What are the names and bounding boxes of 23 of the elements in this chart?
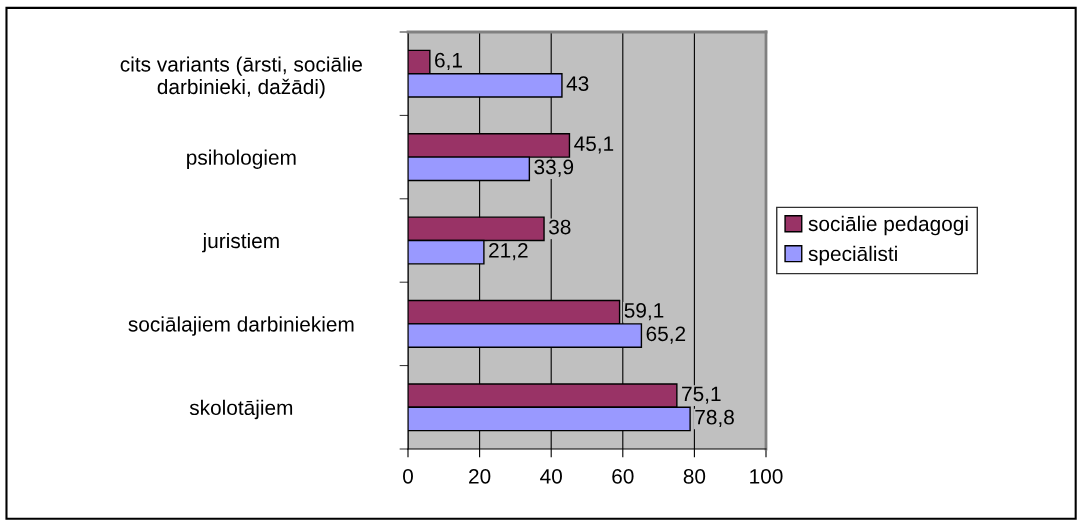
x-tick-label: 20 [469,468,491,484]
x-tick-label: 60 [612,468,634,484]
x-tick-label: 80 [683,468,706,484]
data-label: 45,1 [574,136,614,154]
data-label: 21,2 [489,243,528,261]
y-tick-label: skolotājiem [189,399,293,420]
y-tick-label: sociālajiem darbiniekiem [128,316,354,336]
x-tick-label: 40 [540,468,562,484]
data-label: 33,9 [534,159,574,177]
data-label: 59,1 [624,303,664,321]
legend-label: speciālisti [808,245,897,266]
data-label: 78,8 [695,409,734,428]
y-tick-label: psihologiem [187,149,296,169]
x-tick-label: 100 [750,468,783,484]
legend-label: sociālie pedagogi [808,215,968,236]
data-label: 43 [566,76,589,91]
data-label: 75,1 [682,386,721,404]
data-label: 6,1 [435,52,462,71]
y-tick-label: juristiem [202,232,279,253]
data-label: 65,2 [646,326,686,344]
x-tick-label: 0 [403,468,413,484]
y-tick-label: cits variants (ārsti, sociālie darbinieki, dažādi) [120,56,362,99]
data-label: 38 [549,219,571,235]
